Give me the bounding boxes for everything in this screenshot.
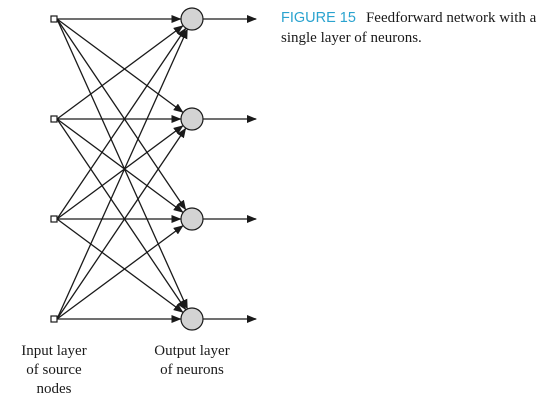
figure-number: FIGURE 15 [281, 10, 356, 26]
connection-line [56, 25, 184, 120]
input-node [50, 215, 58, 223]
connection-line [56, 18, 187, 211]
connection-line [56, 218, 184, 313]
connection-line [56, 118, 187, 311]
output-neurons [180, 7, 204, 331]
connection-line [56, 18, 184, 113]
figure-caption: FIGURE 15 Feedforward network with a sing… [281, 8, 539, 48]
connection-line [56, 118, 184, 213]
connection-line [56, 28, 188, 320]
connection-line [56, 27, 187, 220]
output-layer-label: Output layer of neurons [134, 342, 250, 380]
connection-lines [56, 15, 188, 323]
connection-line [56, 18, 188, 310]
output-layer-label-line-1: Output layer [154, 343, 230, 359]
input-layer-label-line-3: nodes [36, 381, 72, 397]
output-layer-label-line-2: of neurons [160, 362, 224, 378]
input-node [50, 15, 58, 23]
input-node [50, 315, 58, 323]
input-layer-label-line-2: of source [26, 362, 82, 378]
output-arrows [203, 15, 257, 323]
input-node [50, 115, 58, 123]
neuron [180, 307, 204, 331]
neuron [180, 107, 204, 131]
connection-line [56, 225, 184, 320]
input-layer-label: Input layer of source nodes [0, 342, 108, 399]
neuron [180, 207, 204, 231]
figure-caption-text: Feedforward network with a single layer … [281, 10, 537, 46]
input-source-nodes [50, 15, 58, 323]
input-layer-label-line-1: Input layer [21, 343, 87, 359]
connection-line [56, 127, 187, 320]
neuron [180, 7, 204, 31]
connection-line [56, 125, 184, 220]
